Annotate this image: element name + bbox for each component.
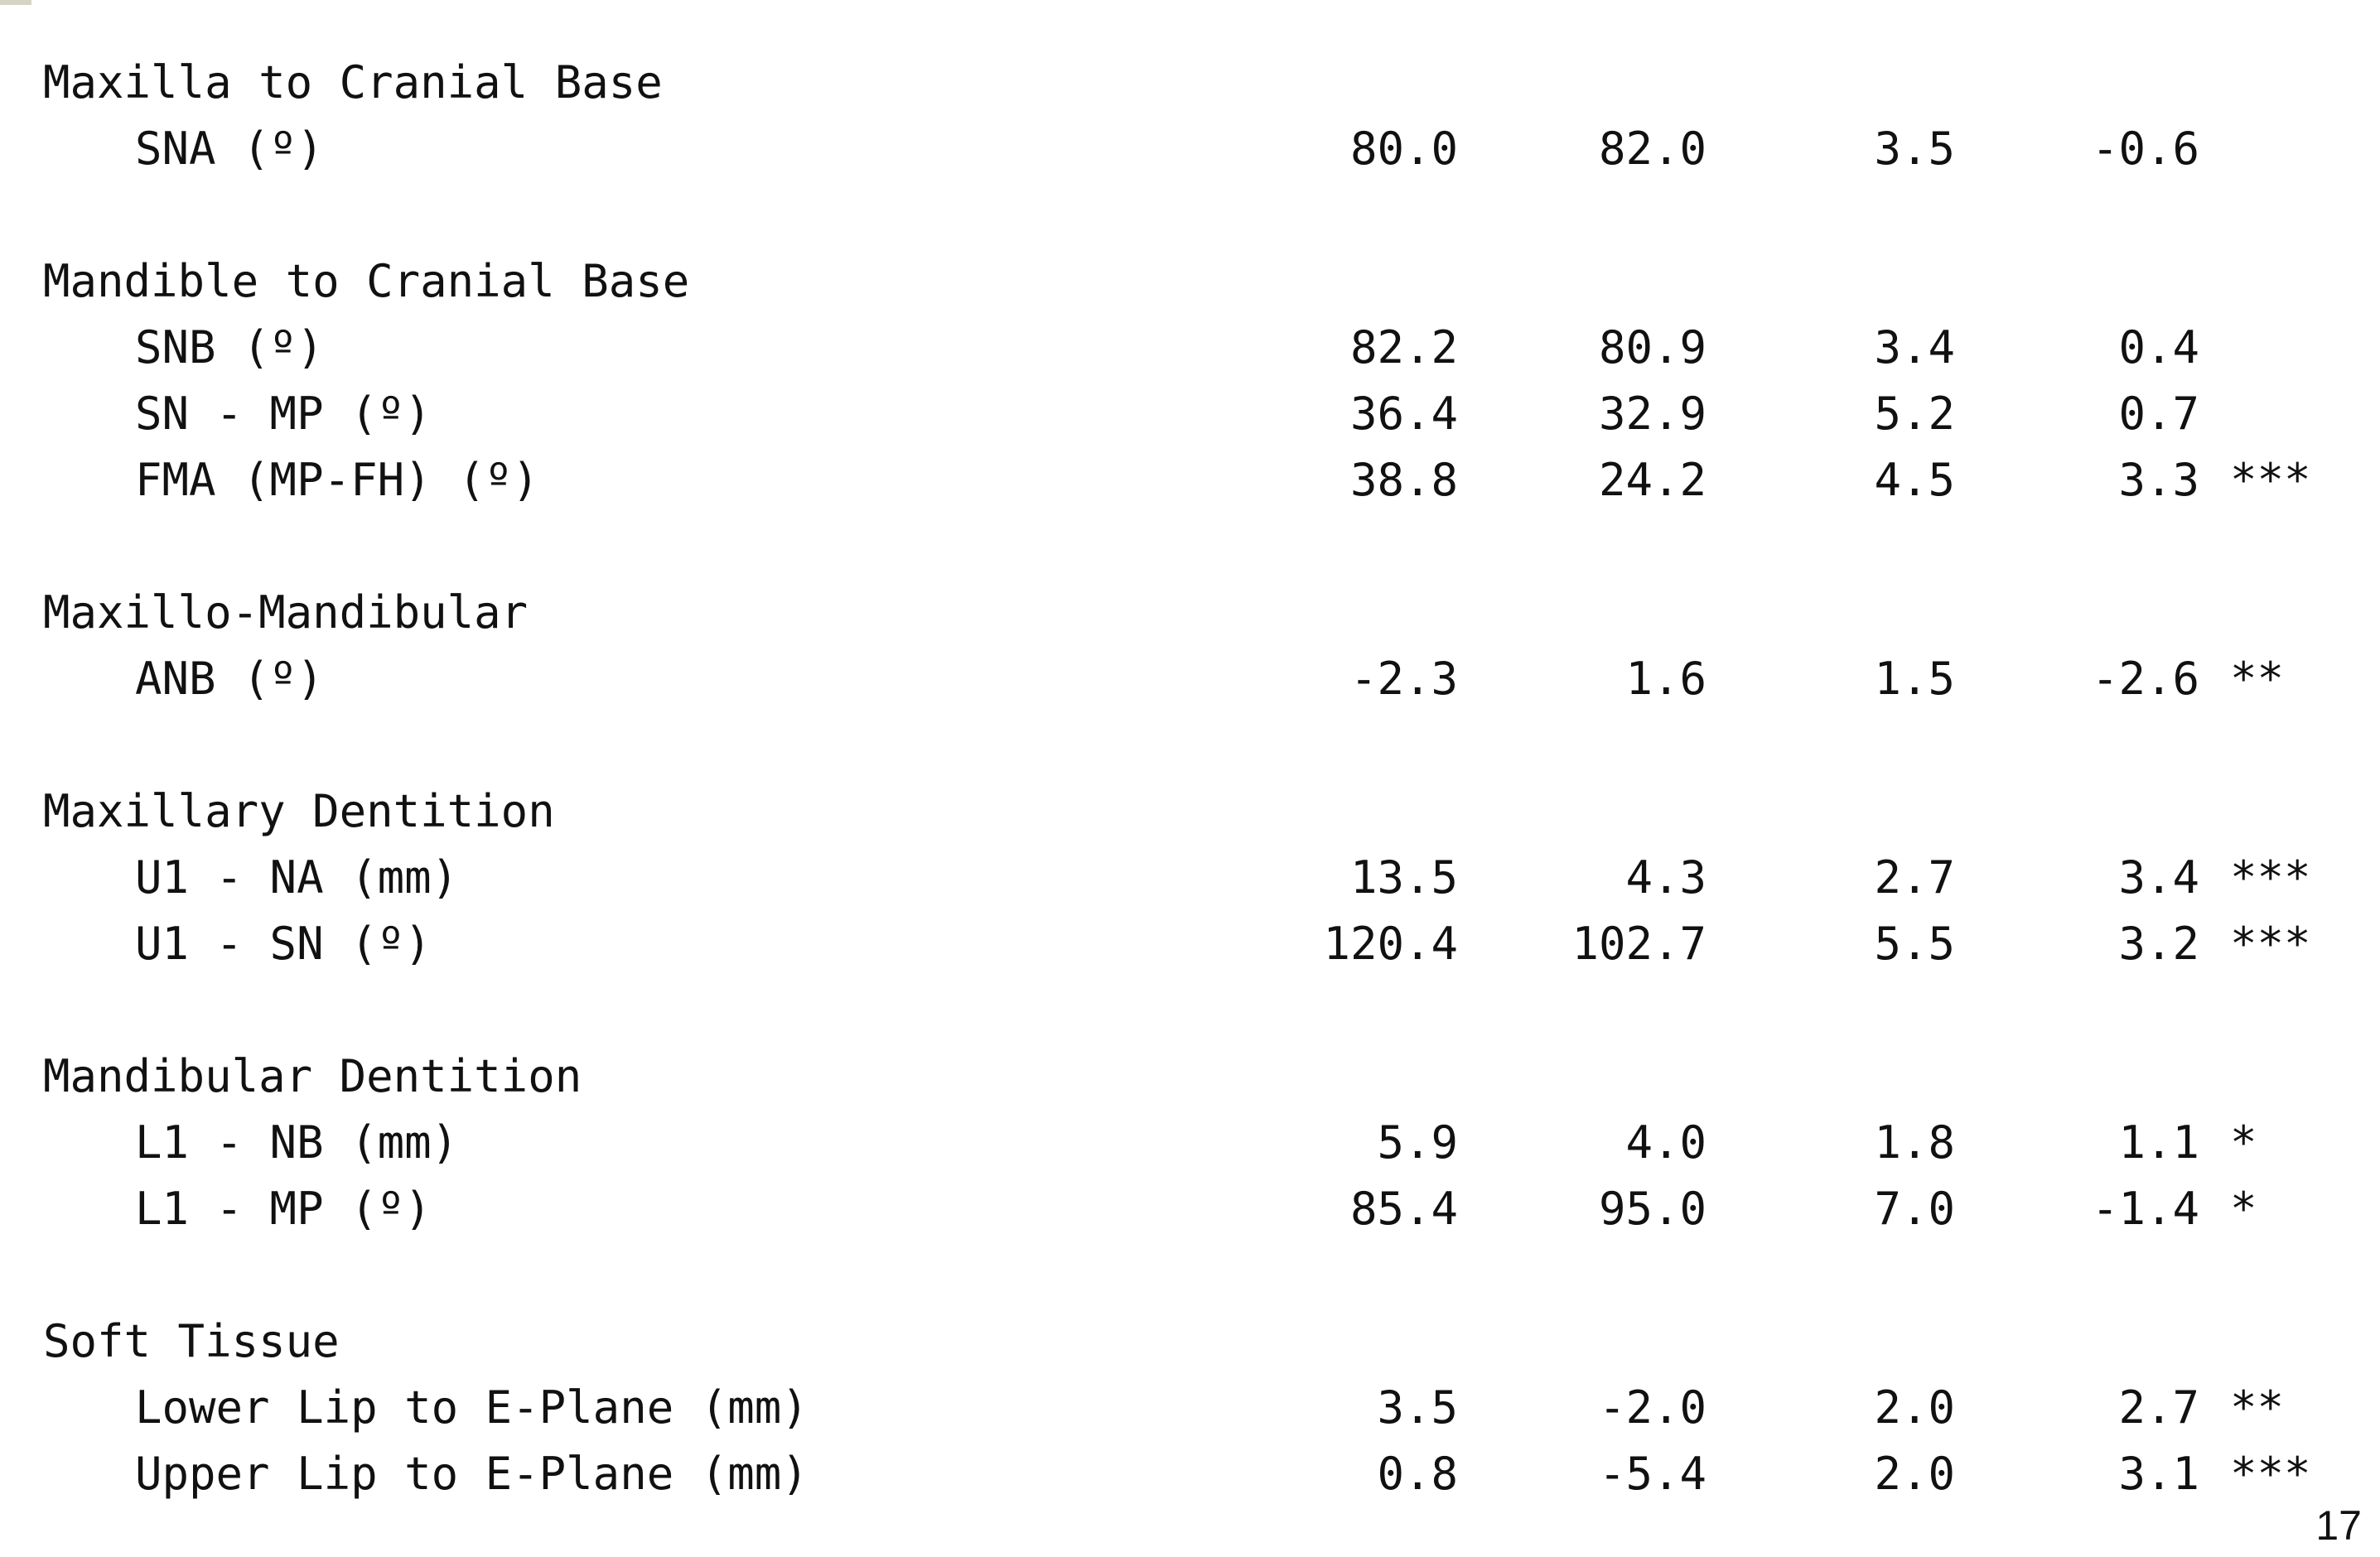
section-heading: Maxillo-Mandibular	[43, 586, 529, 639]
significance-marker: ***	[2230, 454, 2311, 506]
measurement-label: SNB (º)	[135, 321, 324, 374]
value-col-3: 2.7	[1874, 851, 1955, 904]
value-col-2: 80.9	[1598, 321, 1707, 374]
significance-marker: **	[2230, 1381, 2285, 1434]
value-col-2: 32.9	[1598, 388, 1707, 440]
value-col-1: 36.4	[1349, 388, 1458, 440]
significance-marker: ***	[2230, 1448, 2311, 1500]
measurement-row: ANB (º) -2.3 1.6 1.5 -2.6 **	[0, 646, 2380, 712]
measurement-label: ANB (º)	[135, 653, 324, 705]
measurement-row: SNB (º) 82.2 80.9 3.4 0.4	[0, 315, 2380, 381]
value-col-1: 0.8	[1377, 1448, 1458, 1500]
significance-marker: *	[2230, 1116, 2257, 1169]
value-col-4: -2.6	[2091, 653, 2199, 705]
corner-mark	[0, 0, 31, 5]
value-col-4: 2.7	[2118, 1381, 2199, 1434]
measurement-row: Lower Lip to E-Plane (mm) 3.5 -2.0 2.0 2.7 **	[0, 1375, 2380, 1441]
value-col-3: 2.0	[1874, 1381, 1955, 1434]
measurement-row: SNA (º) 80.0 82.0 3.5 -0.6	[0, 116, 2380, 182]
value-col-1: 82.2	[1349, 321, 1458, 374]
measurement-label: FMA (MP-FH) (º)	[135, 454, 539, 506]
value-col-1: -2.3	[1349, 653, 1458, 705]
section-heading: Mandible to Cranial Base	[43, 255, 690, 307]
measurement-label: U1 - SN (º)	[135, 918, 432, 970]
value-col-3: 4.5	[1874, 454, 1955, 506]
value-col-4: 3.3	[2118, 454, 2199, 506]
measurement-row: U1 - NA (mm) 13.5 4.3 2.7 3.4 ***	[0, 845, 2380, 911]
value-col-4: 3.2	[2118, 918, 2199, 970]
value-col-1: 80.0	[1349, 123, 1458, 175]
measurement-row: L1 - MP (º) 85.4 95.0 7.0 -1.4 *	[0, 1176, 2380, 1242]
value-col-4: 3.1	[2118, 1448, 2199, 1500]
value-col-2: 1.6	[1625, 653, 1707, 705]
value-col-4: 1.1	[2118, 1116, 2199, 1169]
measurement-row: Upper Lip to E-Plane (mm) 0.8 -5.4 2.0 3.1 **…	[0, 1441, 2380, 1507]
value-col-1: 120.4	[1323, 918, 1458, 970]
section-heading: Soft Tissue	[43, 1315, 340, 1367]
significance-marker: *	[2230, 1183, 2257, 1235]
value-col-3: 2.0	[1874, 1448, 1955, 1500]
measurement-row: L1 - NB (mm) 5.9 4.0 1.8 1.1 *	[0, 1110, 2380, 1176]
value-col-2: 24.2	[1598, 454, 1707, 506]
value-col-3: 7.0	[1874, 1183, 1955, 1235]
section-heading: Mandibular Dentition	[43, 1050, 582, 1102]
value-col-1: 3.5	[1377, 1381, 1458, 1434]
measurement-label: Upper Lip to E-Plane (mm)	[135, 1448, 809, 1500]
measurement-label: L1 - MP (º)	[135, 1183, 432, 1235]
measurement-row: U1 - SN (º) 120.4 102.7 5.5 3.2 ***	[0, 911, 2380, 977]
value-col-3: 3.4	[1874, 321, 1955, 374]
value-col-2: 102.7	[1571, 918, 1707, 970]
section-heading: Maxilla to Cranial Base	[43, 56, 663, 108]
measurement-label: Lower Lip to E-Plane (mm)	[135, 1381, 809, 1434]
significance-marker: **	[2230, 653, 2285, 705]
value-col-4: 0.7	[2118, 388, 2199, 440]
value-col-2: 4.0	[1625, 1116, 1707, 1169]
value-col-1: 85.4	[1349, 1183, 1458, 1235]
value-col-3: 5.2	[1874, 388, 1955, 440]
value-col-1: 13.5	[1349, 851, 1458, 904]
measurement-label: L1 - NB (mm)	[135, 1116, 459, 1169]
value-col-3: 1.5	[1874, 653, 1955, 705]
significance-marker: ***	[2230, 918, 2311, 970]
value-col-2: 4.3	[1625, 851, 1707, 904]
measurement-row: FMA (MP-FH) (º) 38.8 24.2 4.5 3.3 ***	[0, 447, 2380, 513]
value-col-2: 95.0	[1598, 1183, 1707, 1235]
page-number: 17	[2315, 1502, 2362, 1549]
value-col-4: 0.4	[2118, 321, 2199, 374]
value-col-2: 82.0	[1598, 123, 1707, 175]
significance-marker: ***	[2230, 851, 2311, 904]
value-col-3: 1.8	[1874, 1116, 1955, 1169]
value-col-4: -1.4	[2091, 1183, 2199, 1235]
value-col-1: 38.8	[1349, 454, 1458, 506]
value-col-4: -0.6	[2091, 123, 2199, 175]
section-heading: Maxillary Dentition	[43, 785, 555, 837]
value-col-3: 5.5	[1874, 918, 1955, 970]
measurement-label: U1 - NA (mm)	[135, 851, 459, 904]
value-col-4: 3.4	[2118, 851, 2199, 904]
value-col-2: -5.4	[1598, 1448, 1707, 1500]
measurement-label: SN - MP (º)	[135, 388, 432, 440]
value-col-1: 5.9	[1377, 1116, 1458, 1169]
measurement-row: SN - MP (º) 36.4 32.9 5.2 0.7	[0, 381, 2380, 447]
value-col-3: 3.5	[1874, 123, 1955, 175]
measurement-label: SNA (º)	[135, 123, 324, 175]
value-col-2: -2.0	[1598, 1381, 1707, 1434]
